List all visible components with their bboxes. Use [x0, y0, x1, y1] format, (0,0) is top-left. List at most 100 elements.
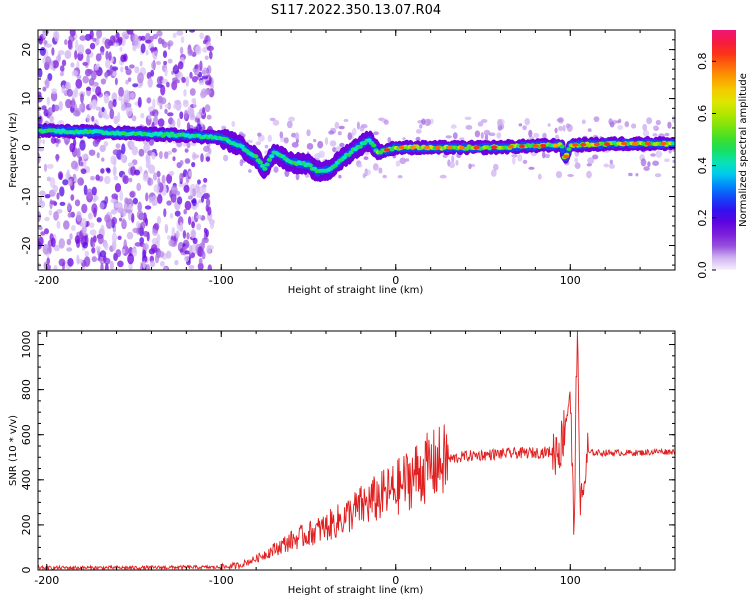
noise-speck: [111, 240, 117, 251]
noise-speck: [171, 119, 176, 127]
noise-speck: [172, 156, 176, 162]
noise-speck: [121, 248, 126, 255]
noise-speck: [199, 32, 204, 40]
noise-speck: [664, 132, 670, 137]
noise-speck: [69, 30, 76, 37]
noise-speck: [56, 192, 60, 200]
noise-speck: [152, 98, 156, 109]
noise-speck: [127, 77, 132, 82]
noise-speck: [55, 153, 59, 162]
noise-speck: [168, 239, 174, 247]
noise-speck: [574, 162, 581, 169]
noise-speck: [474, 130, 481, 138]
noise-speck: [77, 44, 85, 55]
noise-speck: [646, 117, 653, 125]
noise-speck: [204, 104, 211, 113]
noise-speck: [147, 115, 152, 120]
noise-speck: [201, 251, 206, 260]
noise-speck: [255, 141, 262, 146]
noise-speck: [92, 99, 98, 109]
noise-speck: [77, 177, 84, 186]
noise-speck: [88, 149, 96, 156]
noise-speck: [75, 78, 83, 89]
noise-speck: [125, 102, 132, 108]
noise-speck: [196, 201, 199, 208]
noise-speck: [149, 111, 156, 116]
noise-speck: [129, 141, 135, 149]
noise-speck: [95, 245, 101, 251]
noise-speck: [511, 154, 518, 158]
ridge-core: [332, 163, 338, 168]
noise-speck: [201, 239, 206, 250]
noise-speck: [85, 48, 92, 55]
noise-speck: [313, 138, 317, 143]
noise-speck: [140, 112, 145, 119]
noise-speck: [82, 61, 88, 66]
ridge-peak: [491, 145, 498, 149]
noise-speck: [480, 132, 484, 139]
noise-speck: [581, 119, 586, 125]
noise-speck: [117, 36, 123, 43]
noise-speck: [146, 158, 151, 168]
noise-speck: [518, 123, 523, 127]
noise-speck: [650, 153, 656, 157]
noise-speck: [120, 66, 124, 73]
noise-speck: [71, 97, 76, 109]
noise-speck: [156, 76, 163, 85]
noise-speck: [565, 123, 571, 129]
y-tick-label: -10: [20, 188, 33, 206]
noise-speck: [88, 212, 93, 220]
ridge-core: [253, 154, 259, 159]
noise-speck: [104, 242, 109, 251]
noise-speck: [132, 227, 139, 233]
noise-speck: [48, 209, 53, 216]
noise-speck: [203, 88, 211, 96]
noise-speck: [145, 217, 148, 227]
noise-speck: [50, 200, 57, 205]
noise-speck: [167, 150, 173, 155]
noise-speck: [196, 214, 203, 219]
noise-speck: [140, 43, 146, 54]
noise-speck: [415, 136, 421, 142]
colorbar-bar: [712, 30, 736, 270]
noise-speck: [42, 139, 46, 145]
noise-speck: [142, 230, 149, 237]
noise-speck: [608, 163, 615, 169]
noise-speck: [121, 31, 129, 38]
noise-speck: [173, 103, 179, 110]
noise-speck: [111, 66, 119, 71]
noise-speck: [99, 202, 105, 210]
noise-speck: [100, 51, 105, 56]
noise-speck: [61, 84, 65, 94]
noise-speck: [145, 49, 149, 56]
ridge-core: [266, 157, 272, 162]
noise-speck: [128, 177, 133, 183]
noise-speck: [89, 30, 94, 40]
noise-speck: [205, 156, 211, 162]
noise-speck: [51, 88, 57, 94]
noise-speck: [112, 149, 120, 156]
noise-speck: [154, 254, 160, 264]
noise-speck: [159, 104, 163, 110]
noise-speck: [465, 124, 472, 130]
noise-speck: [65, 82, 70, 90]
ridge-peak: [410, 145, 417, 150]
noise-speck: [108, 100, 114, 110]
noise-speck: [337, 131, 342, 136]
noise-speck: [139, 237, 145, 244]
noise-speck: [74, 39, 79, 51]
ridge-core: [307, 163, 313, 168]
x-axis-label: Height of straight line (km): [288, 285, 424, 296]
noise-speck: [554, 127, 558, 134]
noise-speck: [593, 116, 600, 122]
noise-speck: [120, 104, 127, 112]
noise-speck: [640, 158, 647, 167]
noise-speck: [202, 185, 207, 194]
noise-speck: [318, 150, 325, 158]
noise-speck: [79, 139, 86, 151]
noise-speck: [137, 72, 144, 84]
noise-speck: [652, 160, 659, 166]
x-tick-label: -200: [34, 274, 59, 287]
